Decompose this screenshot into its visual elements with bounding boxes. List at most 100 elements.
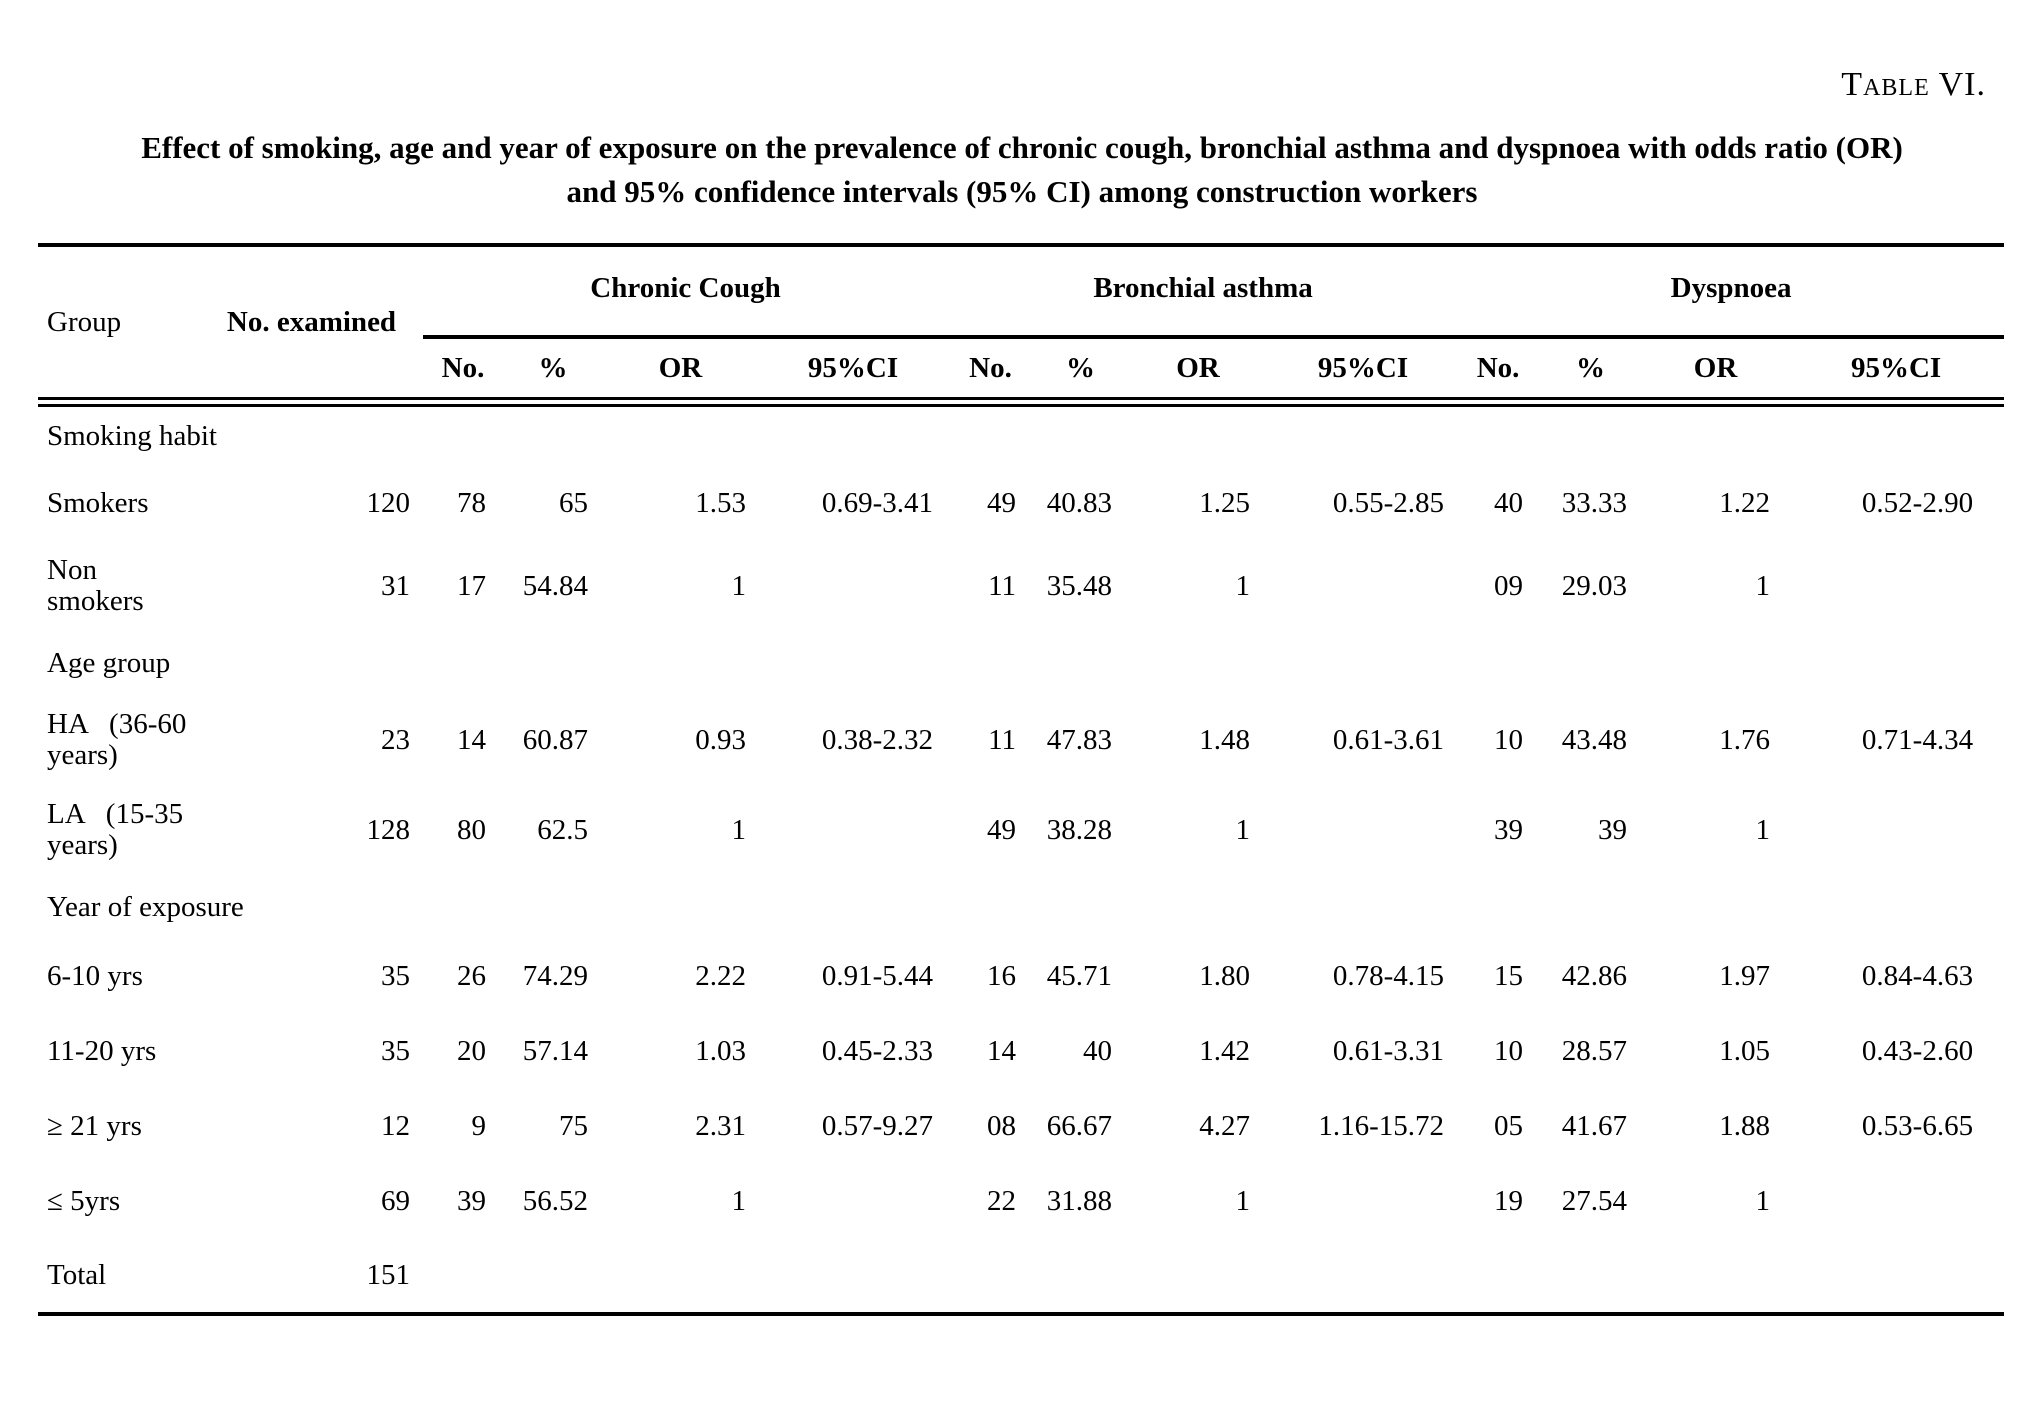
cell-dys-ci: 0.52-2.90 — [1861, 487, 1974, 519]
cell-dys-ci — [1788, 785, 2004, 875]
cell-cc-no: 78 — [457, 487, 486, 519]
cell-cc-no: 20 — [457, 1035, 486, 1067]
cell-dys-pct: 41.67 — [1561, 1110, 1628, 1142]
cell-dys-ci — [1788, 1164, 2004, 1239]
cell-ba-or: 1 — [1235, 813, 1251, 846]
col-header-no-examined: No. examined — [223, 245, 423, 407]
cell-dys-or: 1 — [1755, 813, 1771, 846]
table-caption: Effect of smoking, age and year of expos… — [141, 130, 1903, 209]
table-row: LA (15-35 years) 128 80 62.5 1 49 38.28 1 39 39 1 — [38, 785, 2004, 875]
cell-cc-or: 1.03 — [695, 1035, 746, 1067]
cell-no-examined: 120 — [366, 487, 411, 519]
cell-ba-or: 1.80 — [1199, 960, 1250, 992]
col-header-dys-pct: % — [1538, 337, 1644, 407]
cell-ba-pct: 31.88 — [1046, 1185, 1112, 1217]
cell-dys-no: 15 — [1494, 960, 1524, 992]
cell-ba-pct: 45.71 — [1046, 960, 1112, 992]
cell-ba-ci: 0.61-3.31 — [1332, 1035, 1445, 1067]
cell-dys-or: 1.88 — [1719, 1110, 1771, 1142]
cell-dys-ci: 0.71-4.34 — [1861, 723, 1974, 756]
cell-ba-pct: 40.83 — [1046, 487, 1112, 519]
cell-cc-pct: 65 — [559, 487, 588, 519]
cell-ba-ci: 0.78-4.15 — [1332, 960, 1445, 992]
table-row: Total 151 — [38, 1239, 2004, 1314]
cell-dys-pct: 33.33 — [1561, 487, 1628, 519]
cell-no-examined: 23 — [381, 723, 410, 756]
cell-cc-pct: 60.87 — [522, 723, 588, 756]
header-row-conditions: Group No. examined Chronic Cough Bronchi… — [38, 245, 2005, 407]
col-header-ba-or: OR — [1128, 337, 1268, 407]
cell-dys-pct: 28.57 — [1561, 1035, 1628, 1067]
cell-no-examined: 35 — [381, 1035, 410, 1067]
cell-dys-or: 1.76 — [1719, 723, 1771, 756]
cell-cc-ci: 0.69-3.41 — [821, 487, 933, 519]
cell-cc-pct — [503, 1239, 603, 1314]
cell-cc-or: 1.53 — [695, 487, 746, 519]
row-label: LA (15-35 years) — [47, 798, 184, 861]
cell-no-examined: 35 — [381, 960, 410, 992]
cell-cc-or: 2.22 — [695, 960, 746, 992]
cell-ba-ci: 1.16-15.72 — [1318, 1110, 1445, 1142]
cell-dys-ci: 0.43-2.60 — [1861, 1035, 1974, 1067]
col-header-group: Group — [38, 245, 223, 407]
cell-ba-no — [948, 1239, 1033, 1314]
cell-cc-no: 80 — [457, 813, 486, 846]
row-label: Total — [47, 1259, 107, 1291]
cell-ba-or: 1 — [1235, 1185, 1251, 1217]
cell-dys-pct: 43.48 — [1561, 723, 1628, 756]
cell-dys-pct: 42.86 — [1561, 960, 1628, 992]
col-header-chronic-cough: Chronic Cough — [423, 245, 948, 339]
cell-dys-no: 10 — [1494, 723, 1524, 756]
cell-ba-or: 1.25 — [1199, 487, 1250, 519]
cell-dys-ci: 0.53-6.65 — [1861, 1110, 1974, 1142]
row-label: Non smokers — [47, 554, 144, 617]
cell-ba-no: 11 — [988, 569, 1016, 602]
cell-cc-ci — [758, 1164, 948, 1239]
cell-dys-pct: 27.54 — [1561, 1185, 1628, 1217]
cell-ba-ci — [1268, 785, 1458, 875]
table-row: Smokers 120 78 65 1.53 0.69-3.41 49 40.83 1.25 0.… — [38, 466, 2004, 541]
row-label: HA (36-60 years) — [47, 708, 187, 771]
section-row: Year of exposure — [38, 875, 2004, 939]
cell-dys-no: 39 — [1494, 813, 1524, 846]
row-label: Smokers — [47, 487, 149, 519]
cell-ba-or: 1.48 — [1199, 723, 1250, 756]
cell-dys-or: 1.97 — [1719, 960, 1771, 992]
col-header-cc-ci: 95%CI — [758, 337, 948, 407]
cell-ba-pct — [1033, 1239, 1128, 1314]
col-header-dys-no: No. — [1458, 337, 1539, 407]
cell-ba-no: 49 — [987, 487, 1016, 519]
cell-dys-or: 1.22 — [1719, 487, 1771, 519]
cell-ba-or: 1.42 — [1199, 1035, 1250, 1067]
col-header-cc-no: No. — [423, 337, 503, 407]
col-header-ba-ci: 95%CI — [1268, 337, 1459, 407]
cell-cc-no: 39 — [457, 1185, 486, 1217]
cell-ba-no: 49 — [987, 813, 1016, 846]
cell-ba-no: 22 — [987, 1185, 1016, 1217]
cell-dys-no: 05 — [1494, 1110, 1524, 1142]
cell-cc-pct: 56.52 — [522, 1185, 588, 1217]
col-header-bronchial-asthma: Bronchial asthma — [948, 245, 1459, 339]
table-row: HA (36-60 years) 23 14 60.87 0.93 0.38-2.32 11… — [38, 695, 2004, 785]
cell-ba-no: 14 — [987, 1035, 1016, 1067]
cell-dys-no: 19 — [1494, 1185, 1524, 1217]
cell-ba-pct: 35.48 — [1046, 569, 1112, 602]
cell-cc-pct: 62.5 — [537, 813, 588, 846]
row-label: ≥ 21 yrs — [47, 1110, 142, 1142]
cell-cc-or: 1 — [731, 569, 747, 602]
col-header-cc-or: OR — [603, 337, 758, 407]
row-label: 11-20 yrs — [47, 1035, 157, 1067]
table-row: Non smokers 31 17 54.84 1 11 35.48 1 09 29.03 1 — [38, 541, 2004, 631]
cell-cc-no: 26 — [457, 960, 486, 992]
cell-ba-ci: 0.61-3.61 — [1332, 723, 1445, 756]
cell-cc-pct: 75 — [559, 1110, 588, 1142]
cell-ba-pct: 47.83 — [1046, 723, 1112, 756]
cell-dys-or — [1643, 1239, 1788, 1314]
table-row: 6-10 yrs 35 26 74.29 2.22 0.91-5.44 16 45.71 1.8… — [38, 939, 2004, 1014]
table-row: ≤ 5yrs 69 39 56.52 1 22 31.88 1 19 27.54 1 — [38, 1164, 2004, 1239]
cell-cc-pct: 74.29 — [522, 960, 588, 992]
cell-dys-ci — [1788, 1239, 2004, 1314]
cell-no-examined: 12 — [381, 1110, 410, 1142]
cell-cc-no: 9 — [471, 1110, 487, 1142]
